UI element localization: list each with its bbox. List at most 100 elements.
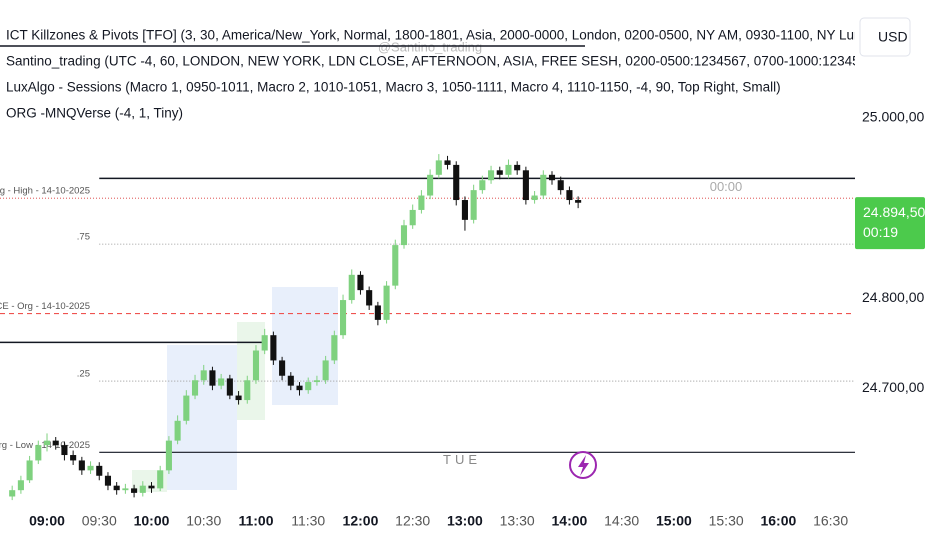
- session-box: [272, 287, 338, 405]
- candle-body: [226, 378, 233, 396]
- y-tick-label: 25.000,00: [862, 109, 924, 125]
- open-label: 00:00: [710, 179, 743, 194]
- candle-body: [566, 190, 573, 201]
- y-tick-label: 24.800,00: [862, 289, 924, 305]
- candle-body: [557, 180, 564, 191]
- candle-body: [540, 174, 547, 196]
- session-box: [167, 345, 237, 490]
- indicator-legend: ICT Killzones & Pivots [TFO] (3, 30, Ame…: [6, 28, 932, 121]
- candle-body: [479, 180, 486, 191]
- candle-body: [470, 190, 477, 220]
- x-tick-label: 15:30: [709, 513, 744, 529]
- candle-body: [575, 200, 582, 203]
- candle-body: [244, 380, 251, 401]
- candle-body: [548, 174, 556, 181]
- candle-body: [52, 440, 59, 446]
- candle-body: [209, 370, 216, 386]
- currency: USD: [878, 29, 908, 45]
- candle-body: [505, 164, 512, 175]
- candle-body: [418, 195, 425, 210]
- candle-body: [531, 195, 538, 201]
- candle-body: [104, 475, 112, 486]
- candle-body: [252, 350, 260, 381]
- x-tick-label: 11:00: [238, 513, 273, 529]
- candle-body: [357, 274, 364, 291]
- session-box: [237, 322, 265, 420]
- current-price-box: [855, 197, 925, 250]
- candle-body: [191, 380, 199, 396]
- watermark: @Santino_trading: [378, 39, 482, 54]
- alert-icon: [569, 451, 597, 479]
- indicator-text: Santino_trading (UTC -4, 60, LONDON, NEW…: [6, 54, 932, 69]
- level-label: .75: [77, 232, 90, 243]
- candle-body: [488, 170, 495, 181]
- countdown: 00:19: [863, 224, 898, 240]
- candle-body: [148, 485, 155, 489]
- x-tick-label: 11:30: [291, 513, 325, 529]
- y-tick-label: 24.700,00: [862, 379, 924, 395]
- candle-body: [313, 380, 320, 383]
- level-label: Org - Low - 14-10-2025: [0, 440, 90, 451]
- indicator-text: ICT Killzones & Pivots [TFO] (3, 30, Ame…: [6, 28, 932, 43]
- candle-body: [279, 360, 286, 376]
- candle-body: [174, 420, 181, 441]
- candle-body: [400, 225, 408, 246]
- candle-body: [374, 305, 381, 320]
- candle-body: [157, 470, 164, 489]
- candle-body: [183, 395, 190, 421]
- candle-body: [339, 300, 347, 336]
- candle-body: [514, 164, 521, 171]
- price-axis: USD 24.700,00 24.800,00 25.000,00 24.894,50…: [855, 0, 932, 550]
- candle-body: [496, 170, 503, 175]
- indicator-text: LuxAlgo - Sessions (Macro 1, 0950-1011, …: [6, 80, 781, 95]
- candle-body: [218, 378, 225, 386]
- x-tick-label: 13:30: [500, 513, 535, 529]
- x-tick-label: 09:00: [29, 513, 65, 529]
- candle-body: [78, 460, 85, 471]
- x-tick-label: 15:00: [656, 513, 692, 529]
- candle-body: [287, 375, 294, 386]
- candle-body: [409, 209, 416, 226]
- candle-body: [522, 170, 529, 201]
- candle-body: [87, 465, 94, 471]
- candle-body: [113, 485, 120, 491]
- candle-body: [444, 160, 451, 165]
- x-tick-label: 13:00: [447, 513, 483, 529]
- candle-body: [383, 285, 390, 320]
- candle-body: [270, 335, 277, 361]
- currency-box: [859, 17, 911, 57]
- candle-body: [35, 445, 42, 461]
- candle-body: [348, 274, 355, 301]
- price-axis-panel: [855, 0, 932, 550]
- session-label: TUE: [443, 452, 481, 467]
- level-label: Org - High - 14-10-2025: [0, 186, 90, 197]
- level-label: CE - Org - 14-10-2025: [0, 301, 90, 312]
- candle-body: [43, 440, 51, 446]
- candle-body: [9, 490, 16, 497]
- candle-body: [122, 488, 129, 491]
- candle-body: [322, 360, 329, 381]
- x-tick-label: 12:00: [343, 513, 379, 529]
- candle-body: [366, 290, 373, 306]
- candle-body: [200, 370, 207, 381]
- current-price-label: 24.894,50: [863, 204, 925, 220]
- level-label: .25: [77, 369, 90, 380]
- candle-body: [17, 480, 24, 491]
- candle-body: [96, 465, 103, 476]
- candle-body: [461, 200, 468, 220]
- indicator-text: ORG -MNQVerse (-4, 1, Tiny): [6, 106, 183, 121]
- candle-body: [331, 335, 338, 361]
- x-tick-label: 10:00: [134, 513, 170, 529]
- candle-body: [296, 385, 303, 391]
- x-tick-label: 14:30: [604, 513, 639, 529]
- candle-body: [453, 164, 460, 201]
- x-tick-label: 12:30: [395, 513, 430, 529]
- candle-body: [26, 460, 33, 481]
- candle-body: [427, 174, 434, 196]
- candle-body: [305, 382, 312, 391]
- candle-body: [139, 485, 146, 493]
- plot-area: Org - High - 14-10-2025 .75 CE - Org - 14-…: [0, 154, 855, 501]
- x-tick-label: 16:30: [813, 513, 848, 529]
